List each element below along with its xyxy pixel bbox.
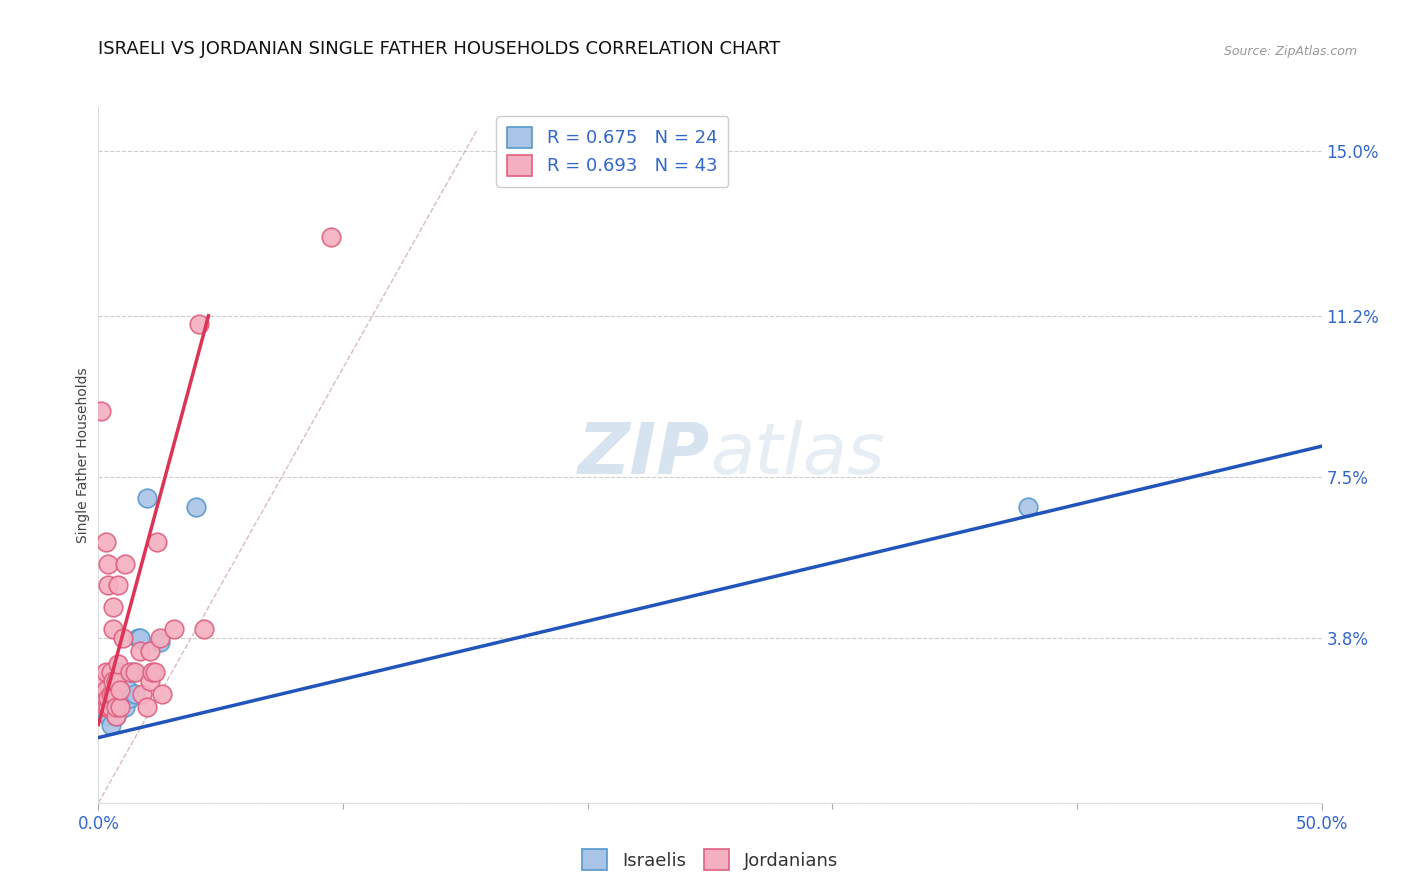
- Point: [94, 682, 117, 697]
- Point: [111, 687, 134, 701]
- Text: ZIP: ZIP: [578, 420, 710, 490]
- Point: [136, 700, 159, 714]
- Point: [100, 665, 122, 680]
- Point: [186, 500, 208, 514]
- Point: [97, 700, 120, 714]
- Point: [100, 687, 122, 701]
- Point: [110, 691, 132, 706]
- Point: [101, 674, 124, 689]
- Point: [104, 700, 127, 714]
- Point: [114, 557, 136, 571]
- Point: [121, 665, 143, 680]
- Point: [101, 687, 124, 701]
- Point: [139, 674, 162, 689]
- Text: ISRAELI VS JORDANIAN SINGLE FATHER HOUSEHOLDS CORRELATION CHART: ISRAELI VS JORDANIAN SINGLE FATHER HOUSE…: [98, 40, 780, 58]
- Point: [104, 708, 127, 723]
- Point: [94, 665, 117, 680]
- Point: [91, 687, 114, 701]
- Point: [139, 643, 162, 657]
- Point: [101, 600, 124, 615]
- Point: [124, 687, 146, 701]
- Point: [90, 404, 112, 418]
- Legend: Israelis, Jordanians: Israelis, Jordanians: [575, 842, 845, 877]
- Point: [107, 578, 129, 592]
- Point: [90, 700, 112, 714]
- Point: [97, 700, 120, 714]
- Point: [91, 674, 114, 689]
- Point: [163, 622, 186, 636]
- Point: [94, 700, 117, 714]
- Point: [150, 687, 173, 701]
- Point: [94, 535, 117, 549]
- Point: [131, 687, 153, 701]
- Point: [124, 665, 146, 680]
- Point: [97, 578, 120, 592]
- Text: Source: ZipAtlas.com: Source: ZipAtlas.com: [1223, 45, 1357, 58]
- Point: [120, 691, 142, 706]
- Point: [1017, 500, 1039, 514]
- Point: [146, 535, 169, 549]
- Point: [136, 491, 159, 506]
- Point: [110, 700, 132, 714]
- Point: [101, 622, 124, 636]
- Point: [111, 631, 134, 645]
- Point: [107, 657, 129, 671]
- Point: [149, 635, 172, 649]
- Point: [97, 557, 120, 571]
- Point: [104, 674, 127, 689]
- Point: [104, 674, 127, 689]
- Point: [149, 631, 172, 645]
- Point: [104, 708, 127, 723]
- Point: [319, 230, 342, 244]
- Point: [127, 631, 149, 645]
- Point: [94, 682, 117, 697]
- Point: [110, 682, 132, 697]
- Point: [117, 682, 139, 697]
- Point: [101, 700, 124, 714]
- Point: [97, 708, 120, 723]
- Point: [100, 696, 122, 710]
- Point: [114, 700, 136, 714]
- Point: [107, 665, 129, 680]
- Point: [129, 643, 152, 657]
- Point: [120, 665, 142, 680]
- Point: [187, 318, 209, 332]
- Y-axis label: Single Father Households: Single Father Households: [76, 368, 90, 542]
- Text: atlas: atlas: [710, 420, 884, 490]
- Point: [100, 717, 122, 731]
- Point: [97, 691, 120, 706]
- Point: [143, 665, 166, 680]
- Point: [100, 700, 122, 714]
- Point: [129, 631, 152, 645]
- Point: [193, 622, 215, 636]
- Point: [101, 687, 124, 701]
- Point: [141, 665, 163, 680]
